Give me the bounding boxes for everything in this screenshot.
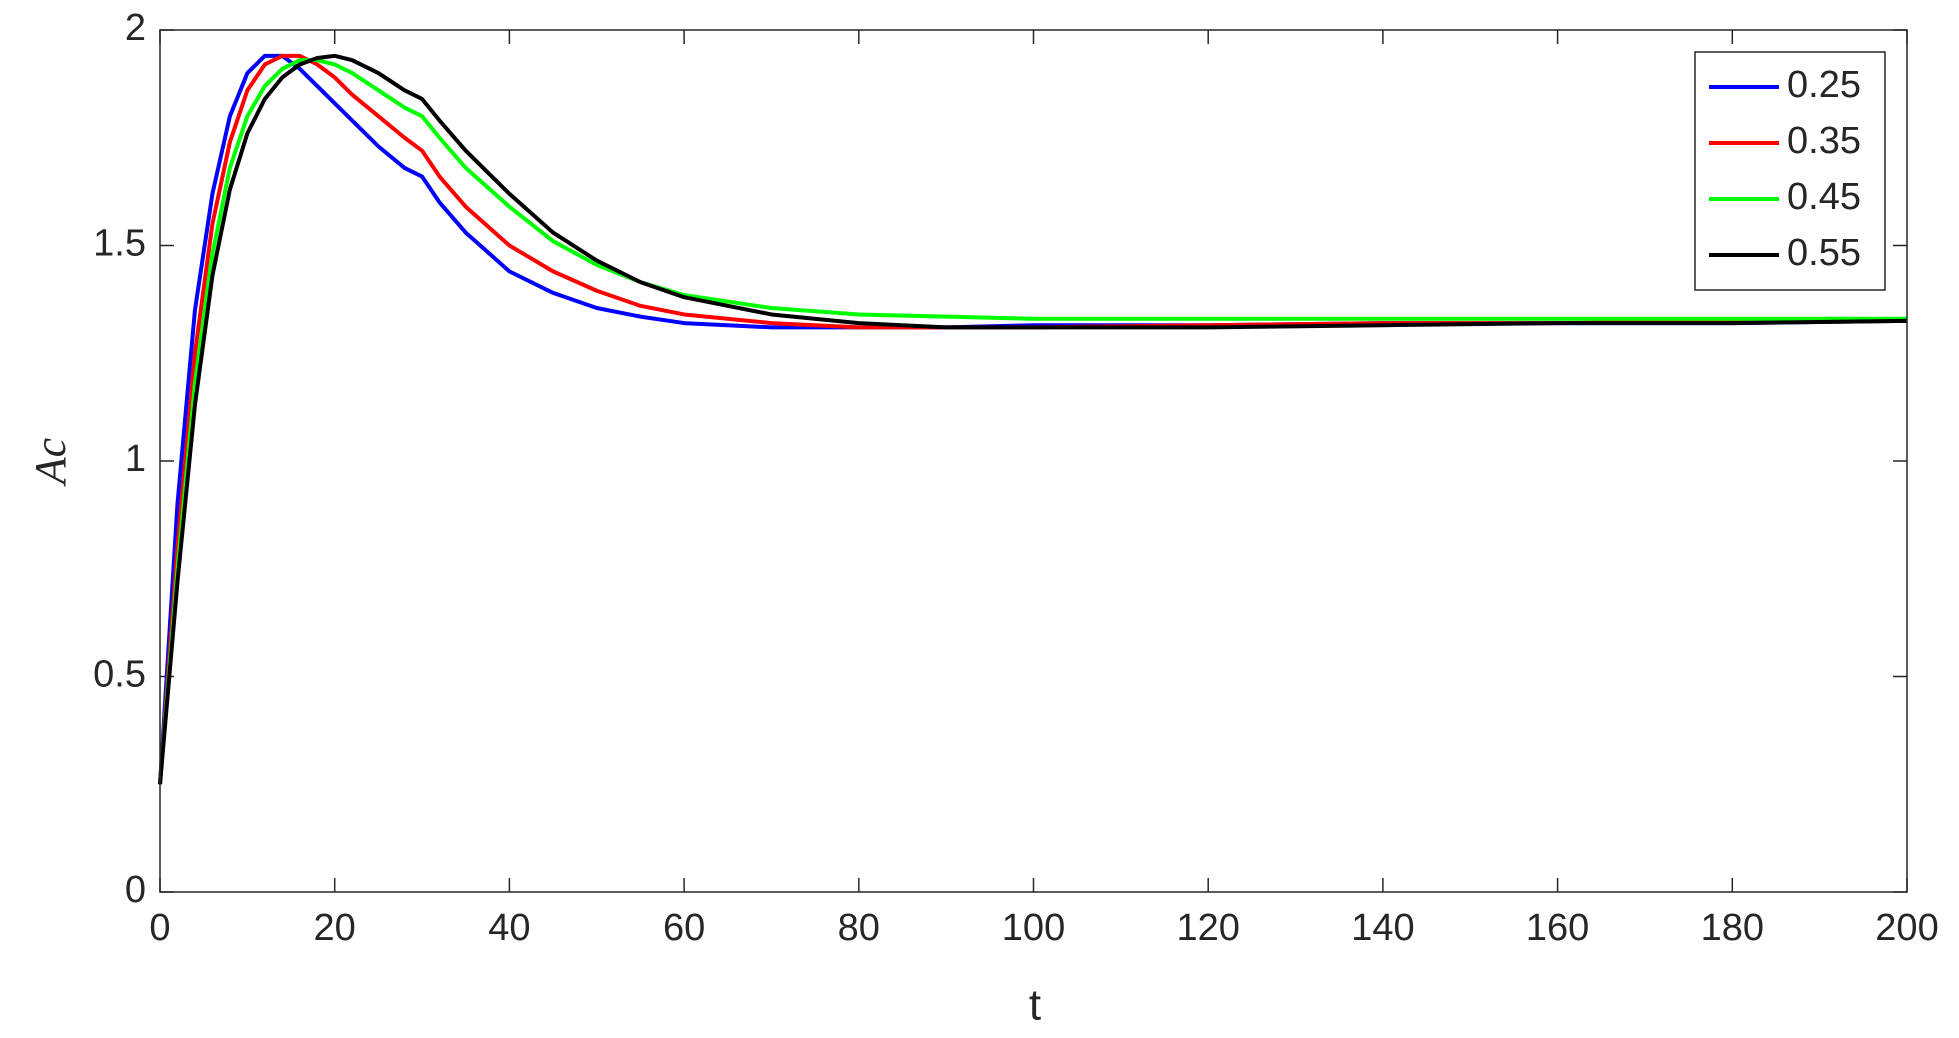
x-tick-label: 60 (663, 907, 705, 949)
axes-box (159, 29, 1908, 893)
x-tick-label: 100 (1002, 907, 1065, 949)
legend-label: 0.55 (1787, 232, 1861, 274)
x-axis-label: t (1029, 981, 1041, 1030)
line-series (158, 58, 1907, 785)
x-tick-label: 40 (488, 907, 530, 949)
y-tick-label: 0 (125, 869, 146, 911)
x-tick-label: 140 (1351, 907, 1414, 949)
x-tick-label: 160 (1526, 907, 1589, 949)
y-tick-label: 1.5 (93, 223, 146, 265)
x-tick-label: 20 (314, 907, 356, 949)
legend-label: 0.35 (1787, 120, 1861, 162)
legend-label: 0.25 (1787, 64, 1861, 106)
line-series (158, 53, 1907, 785)
y-tick-label: 1 (125, 438, 146, 480)
line-series (158, 53, 1908, 785)
x-tick-label: 0 (149, 907, 170, 949)
line-series (158, 53, 1908, 785)
x-tick-label: 180 (1701, 907, 1764, 949)
x-tick-label: 200 (1875, 907, 1938, 949)
y-axis-label: Ac (26, 437, 75, 487)
legend-label: 0.45 (1787, 176, 1861, 218)
y-tick-label: 2 (125, 7, 146, 49)
x-tick-label: 80 (838, 907, 880, 949)
x-tick-label: 120 (1176, 907, 1239, 949)
y-tick-label: 0.5 (93, 654, 146, 696)
legend-box (1694, 51, 1886, 291)
